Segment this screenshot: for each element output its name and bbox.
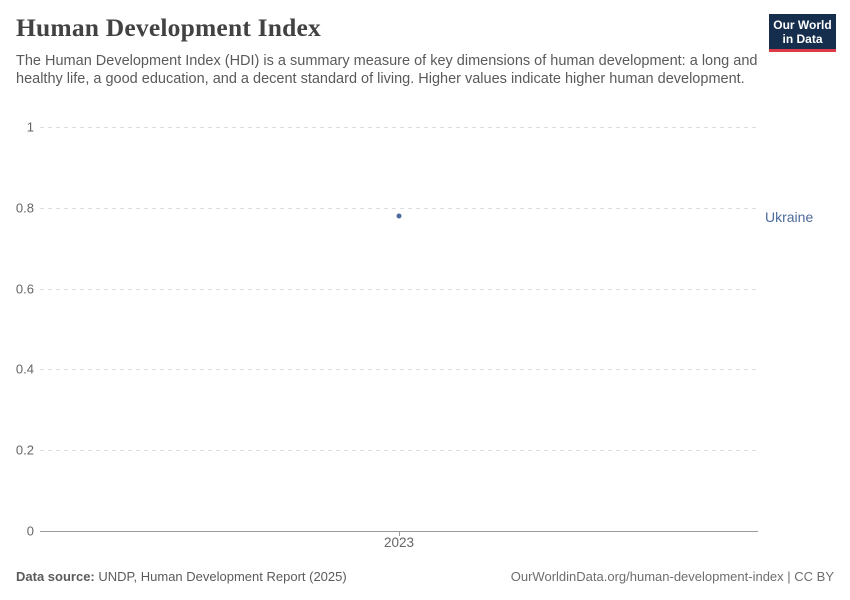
data-source-text: UNDP, Human Development Report (2025) — [98, 569, 347, 584]
series-entity-label[interactable]: Ukraine — [765, 209, 814, 225]
data-source-label: Data source: — [16, 569, 95, 584]
owid-logo-line1: Our World — [773, 18, 832, 32]
y-gridline — [40, 369, 758, 371]
x-axis-tick-label: 2023 — [383, 535, 415, 550]
y-axis-tick-label: 0.6 — [15, 281, 34, 297]
y-gridline — [40, 450, 758, 452]
plot-area: 0 0.2 0.4 0.6 0.8 1 2023 — [16, 120, 758, 550]
y-gridline — [40, 127, 758, 128]
y-gridline — [40, 207, 758, 209]
chart-subtitle: The Human Development Index (HDI) is a s… — [16, 53, 758, 87]
data-source-note: Data source: UNDP, Human Development Rep… — [16, 569, 347, 584]
x-axis-tick — [399, 531, 400, 536]
chart-footer: Data source: UNDP, Human Development Rep… — [16, 569, 834, 584]
y-axis-tick-label: 0.2 — [15, 442, 34, 458]
y-axis-tick-label: 0.8 — [15, 200, 34, 216]
y-axis-tick-label: 1 — [26, 119, 34, 135]
y-axis-tick-label: 0 — [26, 523, 34, 539]
data-point-ukraine[interactable] — [396, 213, 402, 219]
owid-logo[interactable]: Our World in Data — [769, 14, 836, 52]
y-axis-tick-label: 0.4 — [15, 361, 34, 377]
y-gridline — [40, 288, 758, 290]
owid-logo-line2: in Data — [782, 32, 823, 46]
page-title: Human Development Index — [16, 13, 321, 42]
owid-url-license-link[interactable]: OurWorldinData.org/human-development-ind… — [510, 569, 834, 584]
